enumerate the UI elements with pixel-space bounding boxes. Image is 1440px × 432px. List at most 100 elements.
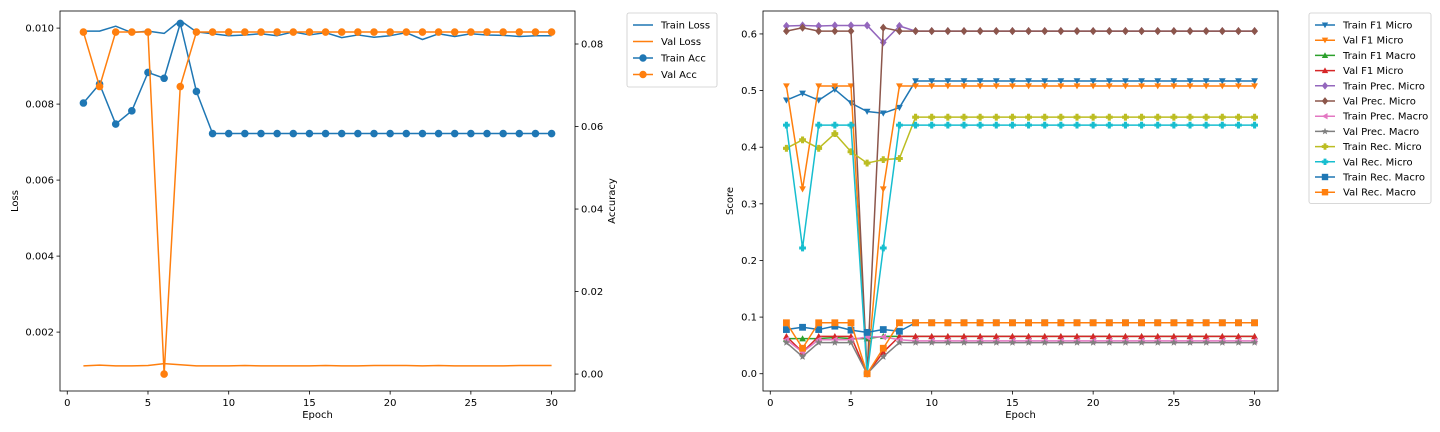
data-point: [321, 28, 330, 36]
legend-entry: Val F1 Micro: [1315, 66, 1403, 77]
y-tick-label: 0.0: [741, 369, 757, 380]
data-point: [1251, 113, 1258, 121]
data-point: [483, 28, 491, 36]
data-point: [912, 113, 919, 121]
axes-frame-left: [59, 10, 576, 392]
data-point: [499, 129, 507, 138]
data-point: [1057, 121, 1065, 129]
data-point: [1057, 332, 1065, 340]
data-point: [402, 28, 411, 36]
data-point: [1218, 83, 1226, 90]
data-point: [960, 319, 968, 327]
data-point: [912, 78, 919, 85]
data-point: [273, 129, 281, 138]
data-point: [960, 83, 968, 90]
data-point: [337, 129, 346, 138]
data-point: [847, 83, 855, 90]
data-point: [1186, 27, 1194, 36]
data-point: [547, 28, 556, 36]
data-point: [1202, 27, 1210, 36]
x-tick-label: 15: [1006, 398, 1019, 409]
data-point: [1202, 319, 1210, 327]
data-point: [1025, 121, 1032, 129]
data-point: [1154, 27, 1162, 36]
data-point: [944, 338, 952, 346]
legend-label: Val Rec. Macro: [1343, 188, 1416, 199]
data-point: [928, 27, 936, 36]
data-point: [783, 144, 790, 152]
data-point: [144, 28, 152, 36]
legend-label: Train Loss: [660, 21, 710, 32]
data-point: [976, 78, 984, 85]
y-tick-label: 0.5: [741, 86, 757, 97]
data-point: [1041, 332, 1049, 340]
y-tick-label: 0.010: [25, 24, 54, 35]
data-point: [1202, 113, 1210, 121]
x-tick-label: 10: [925, 398, 938, 409]
data-point: [1138, 113, 1145, 121]
legend-entry: Val F1 Micro: [1315, 36, 1403, 47]
data-point: [912, 319, 919, 327]
data-point: [1025, 113, 1032, 121]
data-point: [799, 90, 806, 97]
data-point: [1154, 121, 1162, 129]
data-point: [79, 28, 88, 36]
data-point: [879, 156, 887, 164]
legend-marker: [1321, 127, 1329, 135]
data-point: [160, 74, 168, 83]
data-point: [434, 28, 443, 36]
legend-label: Val Prec. Micro: [1343, 97, 1416, 108]
data-point: [176, 19, 185, 28]
legend-entry: Train Rec. Micro: [1315, 142, 1422, 153]
data-point: [1138, 78, 1145, 85]
x-tick-label: 20: [1087, 398, 1100, 409]
data-point: [450, 129, 459, 138]
data-point: [879, 348, 887, 355]
data-point: [531, 129, 540, 138]
data-point: [992, 338, 1000, 346]
data-point: [1154, 338, 1162, 346]
legend-marker: [1321, 81, 1329, 90]
data-point: [1186, 332, 1194, 340]
y-tick-label: 0.006: [25, 176, 54, 187]
legend-marker: [1321, 158, 1329, 165]
data-point: [1170, 338, 1178, 346]
data-point: [1122, 27, 1129, 36]
data-point: [1073, 83, 1081, 90]
data-point: [1154, 78, 1162, 85]
data-point: [863, 159, 871, 167]
x-tick-label: 25: [465, 398, 478, 409]
legend-label: Train Rec. Macro: [1342, 173, 1425, 184]
data-point: [815, 121, 823, 129]
data-point: [815, 21, 823, 31]
data-point: [160, 370, 168, 378]
data-point: [799, 23, 806, 32]
data-point: [1218, 332, 1226, 340]
data-point: [960, 27, 968, 36]
legend-entry: Train Prec. Micro: [1315, 81, 1425, 92]
legend-entry: Val Rec. Micro: [1315, 157, 1413, 168]
data-point: [386, 28, 394, 36]
data-point: [515, 129, 524, 138]
data-point: [499, 28, 507, 36]
data-point: [879, 23, 887, 32]
data-point: [976, 121, 984, 129]
data-point: [976, 113, 984, 121]
legend-entry: Val Prec. Micro: [1315, 97, 1416, 108]
data-point: [467, 129, 475, 138]
data-point: [1202, 338, 1210, 346]
data-point: [896, 83, 903, 90]
data-point: [879, 244, 887, 252]
data-point: [111, 28, 120, 36]
data-point: [799, 344, 806, 352]
data-point: [831, 21, 839, 30]
data-point: [1073, 27, 1081, 36]
data-point: [831, 27, 839, 36]
data-point: [1041, 83, 1049, 90]
legend-label: Train Rec. Micro: [1342, 142, 1422, 153]
data-point: [1122, 121, 1129, 129]
data-point: [928, 121, 936, 129]
data-point: [928, 83, 936, 90]
x-tick-label: 30: [545, 398, 558, 409]
data-point: [1089, 113, 1097, 121]
